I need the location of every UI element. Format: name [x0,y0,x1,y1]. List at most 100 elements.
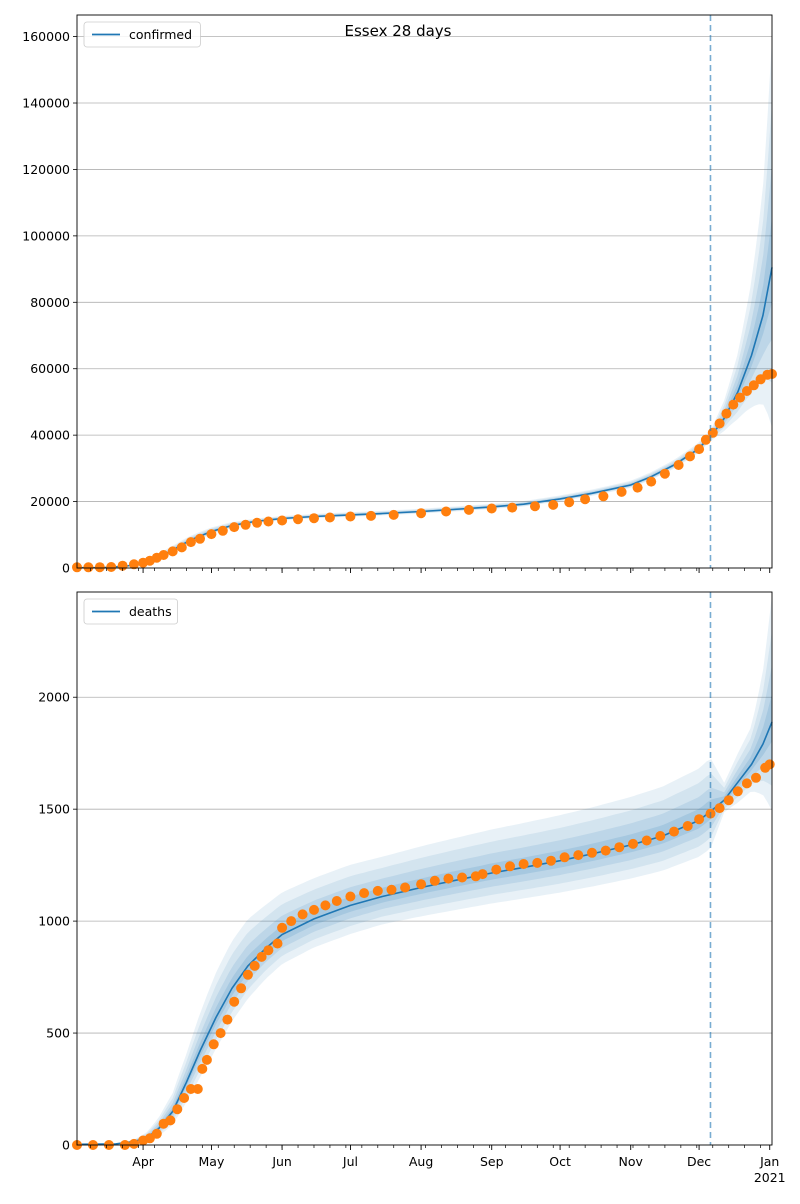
x-tick-year: 2021 [754,1170,786,1185]
observed-point [741,386,752,396]
observed-point [167,546,178,557]
observed-point [252,517,262,528]
observed-point [366,510,376,521]
observed-point [172,1104,183,1115]
observed-point [208,1039,219,1050]
observed-point [400,882,411,893]
observed-point [559,852,570,863]
observed-point [441,506,452,517]
observed-point [242,969,253,980]
observed-point [249,960,260,971]
observed-point [277,515,288,526]
observed-point [217,525,228,536]
observed-point [320,900,331,911]
observed-point [457,872,468,883]
observed-point [215,1028,226,1039]
observed-point [614,842,625,853]
x-tick-label: Jul [342,1154,358,1169]
y-tick-label: 500 [46,1026,70,1041]
observed-point [518,859,529,869]
observed-point [548,499,559,510]
x-tick-label: Dec [687,1154,711,1169]
observed-point [195,533,205,544]
observed-point [741,778,752,789]
uncertainty-band [77,164,772,568]
legend-box [83,21,201,48]
observed-point [388,509,399,520]
observed-point [277,922,288,933]
observed-point [707,427,718,438]
observed-point [641,835,652,846]
x-tick-label: Nov [619,1154,644,1169]
y-tick-label: 160000 [22,29,70,44]
y-tick-label: 40000 [30,428,70,443]
model-line [76,267,773,569]
observed-point [505,861,515,872]
y-tick-label: 60000 [30,361,70,376]
observed-point [386,884,397,895]
observed-point [764,759,775,770]
x-tick-label: Jan [759,1154,779,1169]
observed-point [443,873,454,884]
observed-point [129,1138,139,1149]
y-tick-label: 120000 [22,162,70,177]
observed-point [240,519,251,530]
y-tick-label: 20000 [30,494,70,509]
observed-point [222,1014,233,1025]
observed-point [324,512,335,523]
x-tick-label: Sep [480,1154,504,1169]
observed-point [728,399,739,410]
x-tick-label: May [199,1154,225,1169]
observed-point [272,938,283,949]
observed-point [573,850,584,861]
observed-point [600,845,611,856]
uncertainty-band [77,594,772,1145]
observed-point [507,502,518,513]
observed-point [416,508,427,519]
observed-point [129,559,139,570]
observed-point [229,522,240,533]
observed-point [345,891,356,902]
observed-point [359,888,370,899]
observed-point [345,511,356,522]
observed-point [477,869,488,880]
observed-point [256,951,267,962]
observed-point [197,1063,208,1074]
observed-point [83,562,94,573]
observed-point [297,909,308,920]
observed-point [694,814,705,825]
x-tick-label: Aug [409,1154,433,1169]
observed-point [564,497,575,508]
observed-point [229,996,240,1007]
observed-point [192,1084,203,1094]
chart-title: Essex 28 days [345,22,452,40]
y-tick-label: 140000 [22,96,70,111]
observed-point [732,786,743,797]
confirmed-panel: 0 20000 40000 60000 80000 100000 120000 140000 1… [22,14,777,576]
y-tick-label: 0 [62,1138,70,1153]
y-tick-label: 1500 [38,802,70,817]
observed-point [723,795,734,806]
observed-point [206,529,217,540]
observed-point [416,879,427,890]
observed-point [632,482,643,493]
uncertainty-band [77,102,772,568]
observed-point [309,904,319,915]
observed-point [580,494,591,505]
observed-point [185,537,196,548]
observed-point [721,408,732,419]
observed-point [646,476,657,487]
y-tick-label: 2000 [38,690,70,705]
deaths-panel: 0 500 1000 1500 2000 Apr May Jun Jul Aug Sep Oct Nov… [38,591,786,1185]
observed-point [751,772,761,783]
observed-point [530,501,540,512]
x-tick-label: Apr [132,1154,154,1169]
observed-point [165,1115,176,1126]
axes-frame [76,14,773,569]
observed-point [587,847,597,858]
observed-point [659,468,670,479]
observed-point [673,460,684,470]
observed-point [309,513,319,524]
